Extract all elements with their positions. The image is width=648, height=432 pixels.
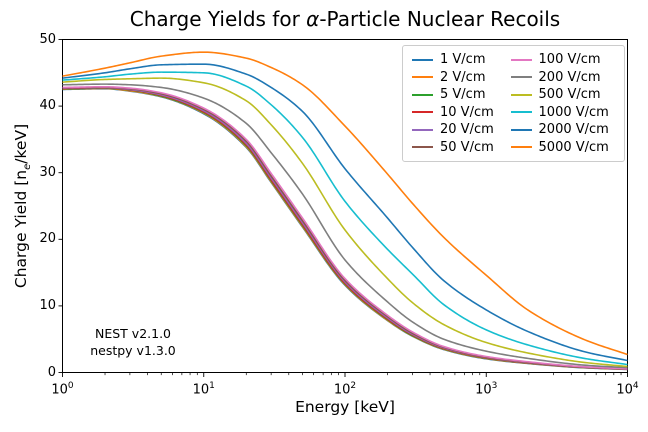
- legend-item-label: 50 V/cm: [440, 139, 494, 155]
- legend-line-swatch: [510, 111, 532, 114]
- legend-item-label: 100 V/cm: [538, 52, 601, 68]
- y-tick-label: 20: [39, 231, 56, 247]
- chart-title-suffix: -Particle Nuclear Recoils: [319, 7, 561, 31]
- x-tick-label: 100: [51, 381, 74, 398]
- series-line-500-v-cm: [62, 77, 628, 368]
- legend-line-swatch: [412, 111, 433, 114]
- legend-item: 5 V/cm: [412, 86, 501, 104]
- legend-item: 2 V/cm: [412, 69, 501, 87]
- y-tick-label: 50: [39, 31, 56, 47]
- legend-line-swatch: [510, 128, 532, 131]
- version-annotation-line1: NEST v2.1.0: [95, 326, 171, 341]
- y-axis-label: Charge Yield [ne/keV]: [12, 123, 34, 289]
- legend-item: 200 V/cm: [510, 69, 615, 87]
- legend: 1 V/cm 2 V/cm 5 V/cm 10 V/cm 20 V/cm 50 V/cm 1…: [402, 45, 625, 162]
- legend-item: 500 V/cm: [510, 86, 615, 104]
- legend-item-label: 1000 V/cm: [538, 104, 609, 120]
- legend-item: 20 V/cm: [412, 121, 501, 139]
- legend-item-label: 5000 V/cm: [538, 139, 609, 155]
- legend-item: 1 V/cm: [412, 51, 501, 69]
- axis-ticks: [58, 39, 628, 377]
- version-annotation: NEST v2.1.0 nestpy v1.3.0: [85, 326, 181, 359]
- legend-line-swatch: [412, 76, 433, 79]
- series-line-2000-v-cm: [62, 63, 628, 362]
- legend-item: 1000 V/cm: [510, 104, 615, 122]
- legend-item-label: 2 V/cm: [440, 69, 486, 85]
- series-line-200-v-cm: [62, 83, 628, 369]
- series-line-5000-v-cm: [62, 51, 628, 356]
- chart-title: Charge Yields for α-Particle Nuclear Rec…: [42, 6, 648, 32]
- y-tick-label: 40: [39, 98, 56, 114]
- chart-title-prefix: Charge Yields for: [129, 7, 307, 31]
- chart-title-alpha: α: [306, 7, 320, 31]
- x-tick-label: 102: [333, 381, 357, 398]
- legend-line-swatch: [510, 76, 532, 79]
- legend-item-label: 1 V/cm: [440, 52, 486, 68]
- legend-line-swatch: [412, 93, 433, 96]
- legend-line-swatch: [510, 58, 532, 61]
- legend-item: 100 V/cm: [510, 51, 615, 69]
- y-tick-label: 10: [39, 297, 56, 313]
- legend-line-swatch: [510, 93, 532, 96]
- x-tick-label: 104: [616, 381, 639, 398]
- legend-line-swatch: [412, 128, 433, 131]
- version-annotation-line2: nestpy v1.3.0: [90, 342, 176, 358]
- x-axis-label: Energy [keV]: [295, 398, 395, 416]
- legend-item: 50 V/cm: [412, 139, 501, 157]
- y-tick-label: 30: [39, 164, 56, 180]
- legend-item: 10 V/cm: [412, 104, 501, 122]
- legend-item-label: 10 V/cm: [440, 104, 494, 120]
- series-line-1000-v-cm: [62, 71, 628, 366]
- legend-item-label: 20 V/cm: [440, 122, 494, 138]
- legend-item-label: 2000 V/cm: [538, 122, 609, 138]
- legend-item-label: 200 V/cm: [538, 69, 601, 85]
- legend-item: 2000 V/cm: [510, 121, 615, 139]
- legend-item-label: 500 V/cm: [538, 87, 601, 103]
- series-lines: [62, 51, 628, 371]
- y-tick-label: 0: [47, 364, 56, 380]
- x-tick-label: 101: [192, 381, 215, 398]
- legend-line-swatch: [412, 58, 433, 61]
- series-line-100-v-cm: [62, 85, 628, 370]
- legend-item-label: 5 V/cm: [440, 87, 486, 103]
- x-tick-label: 103: [475, 381, 498, 398]
- legend-line-swatch: [412, 146, 433, 149]
- legend-line-swatch: [510, 146, 532, 149]
- legend-item: 5000 V/cm: [510, 139, 615, 157]
